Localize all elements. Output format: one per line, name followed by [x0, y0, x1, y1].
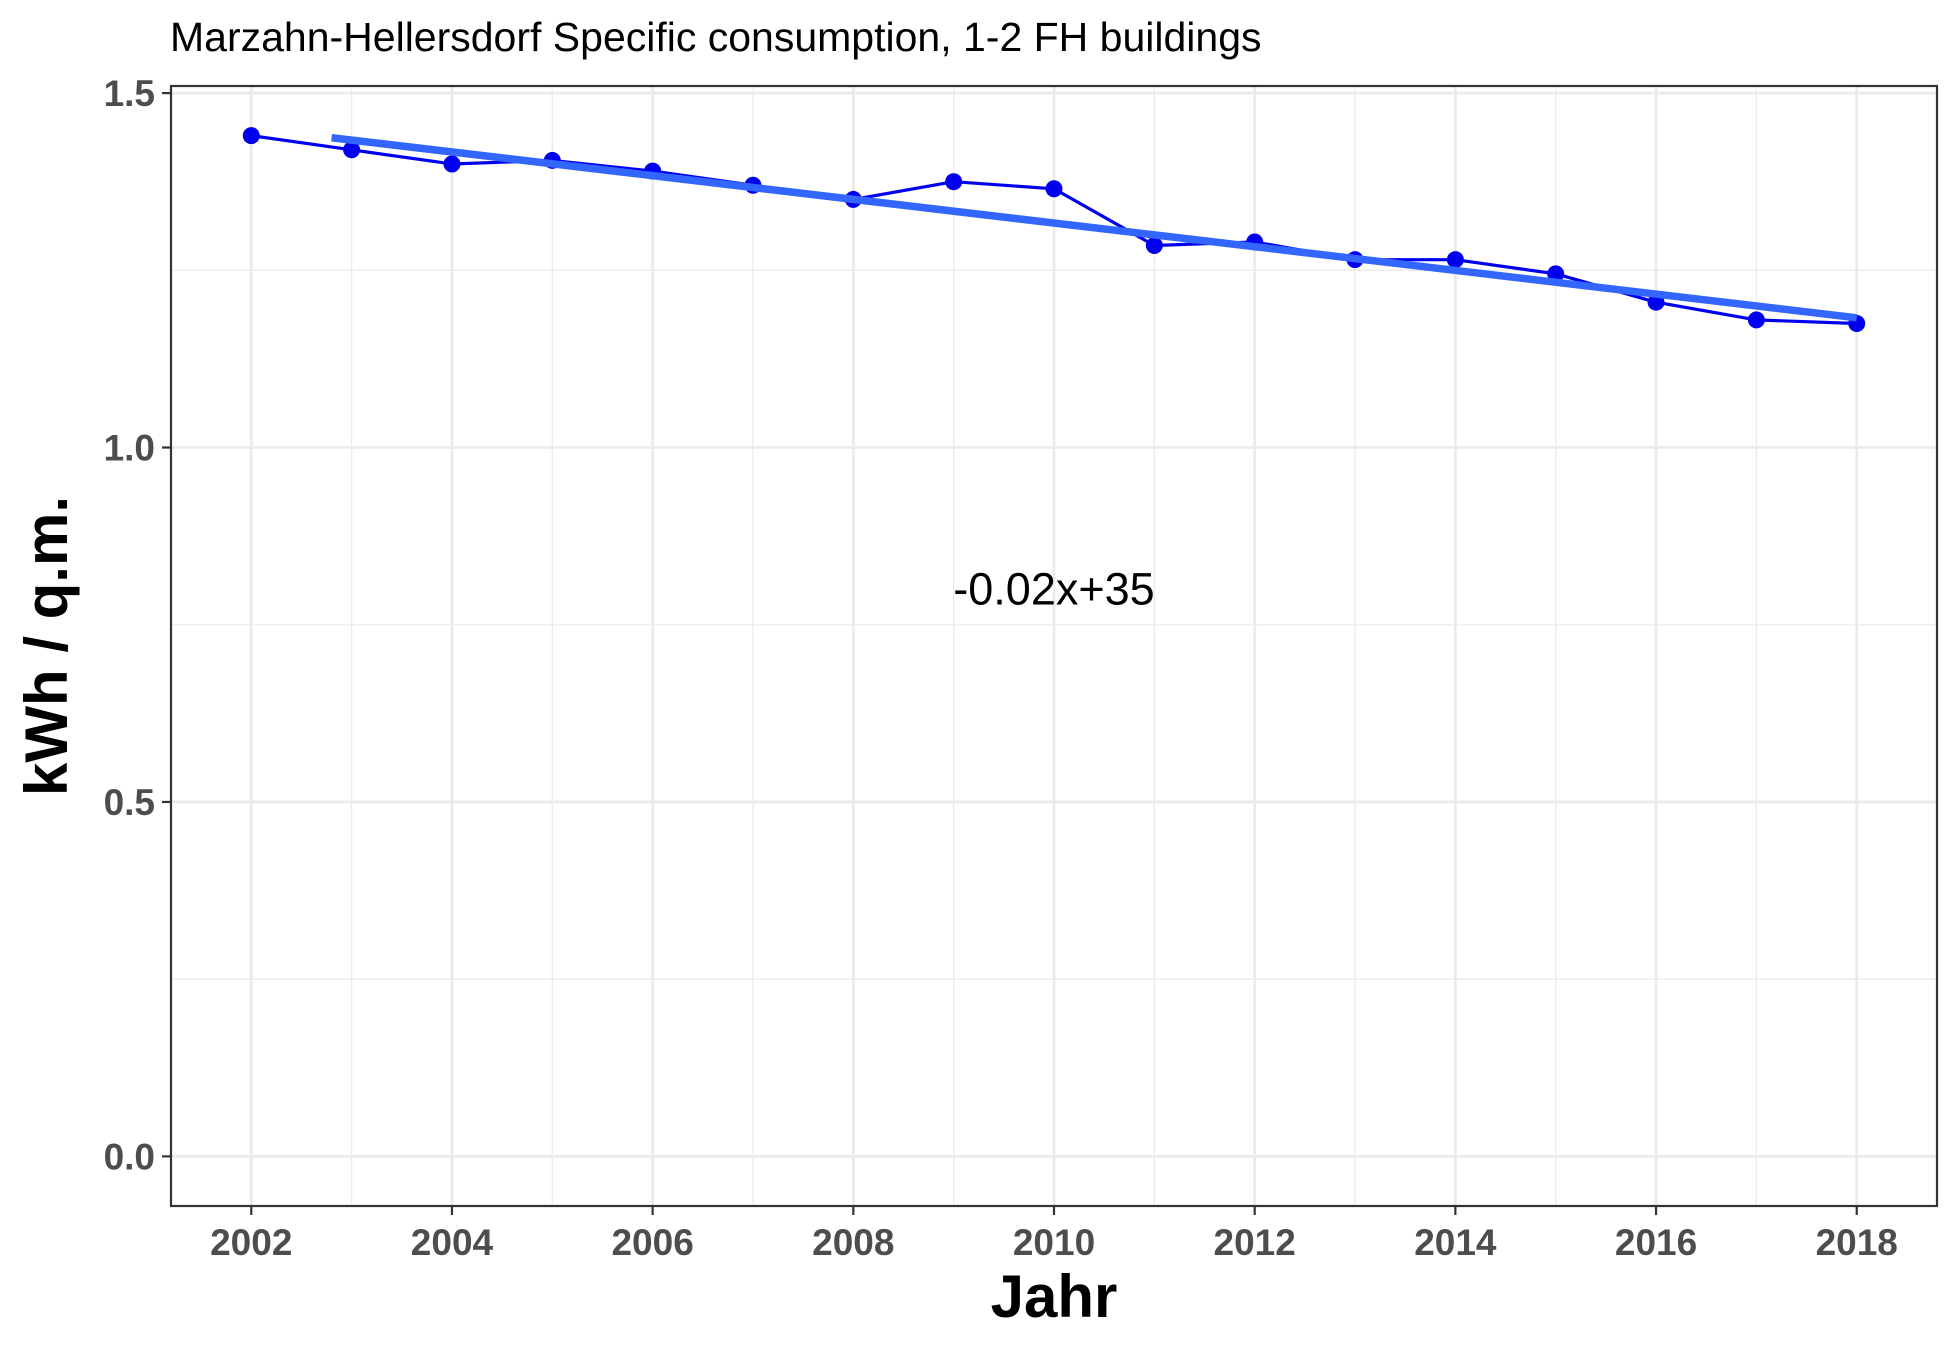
- x-tick-label: 2016: [1615, 1222, 1697, 1263]
- y-tick-label: 1.5: [104, 73, 155, 114]
- data-point: [1145, 236, 1163, 254]
- y-tick-label: 1.0: [104, 428, 155, 469]
- y-axis-title: kWh / q.m.: [13, 496, 80, 796]
- trend-equation-annotation: -0.02x+35: [953, 563, 1154, 614]
- chart-title: Marzahn-Hellersdorf Specific consumption…: [170, 14, 1262, 60]
- x-tick-label: 2018: [1816, 1222, 1898, 1263]
- data-point: [1446, 251, 1464, 269]
- trend-line: [331, 134, 1858, 322]
- x-axis-title: Jahr: [991, 1263, 1118, 1330]
- x-tick-label: 2002: [210, 1222, 292, 1263]
- data-series: [242, 127, 1866, 332]
- major-gridlines: [171, 86, 1937, 1206]
- x-tick-label: 2010: [1013, 1222, 1095, 1263]
- y-axis-ticks: 0.0 0.5 1.0 1.5: [104, 73, 171, 1177]
- x-tick-label: 2004: [411, 1222, 494, 1263]
- x-axis-ticks: 2002 2004 2006 2008 2010 2012 2014 2016 2018: [210, 1206, 1898, 1263]
- data-point: [945, 173, 963, 191]
- y-tick-label: 0.0: [104, 1136, 155, 1177]
- x-tick-label: 2012: [1214, 1222, 1296, 1263]
- data-point: [443, 155, 461, 173]
- x-tick-label: 2014: [1414, 1222, 1497, 1263]
- data-point: [242, 127, 260, 145]
- data-point: [1045, 180, 1063, 198]
- y-tick-label: 0.5: [104, 782, 155, 823]
- x-tick-label: 2008: [812, 1222, 894, 1263]
- x-tick-label: 2006: [611, 1222, 693, 1263]
- data-point: [343, 141, 361, 159]
- annotation-layer: -0.02x+35: [953, 563, 1154, 614]
- data-point: [1747, 311, 1765, 329]
